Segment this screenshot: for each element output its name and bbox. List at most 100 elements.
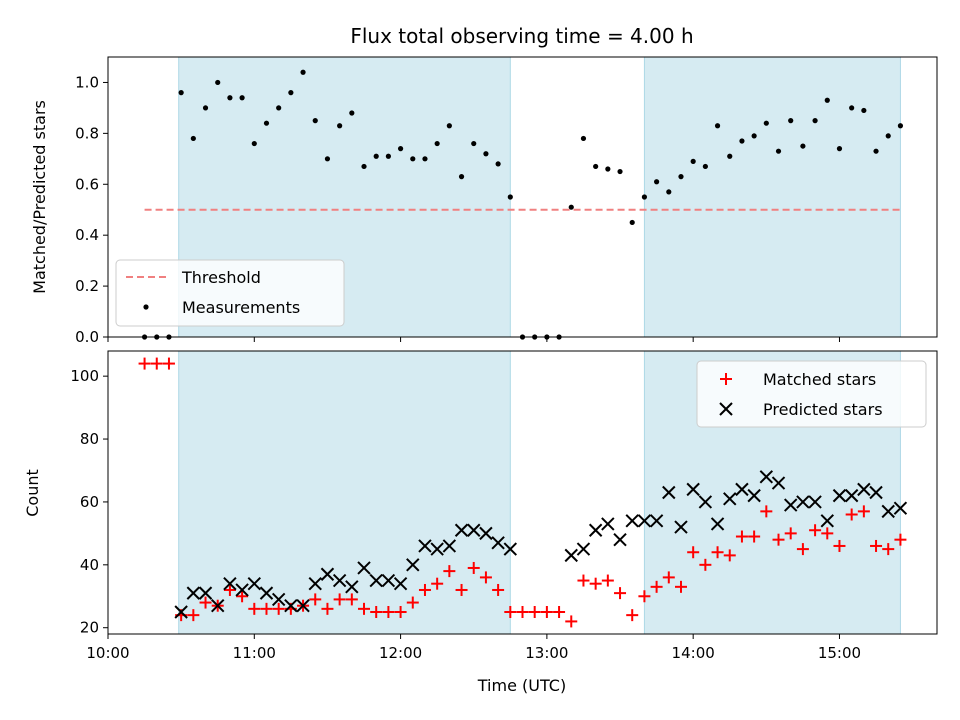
measurement-point <box>690 158 696 164</box>
count-y-tick-label: 20 <box>80 619 99 637</box>
matched-point <box>870 539 883 552</box>
matched-point <box>638 590 651 603</box>
predicted-point <box>832 488 847 503</box>
predicted-point-b <box>832 488 847 503</box>
measurement-point <box>361 163 367 170</box>
measurement-point <box>178 90 184 96</box>
predicted-point-b <box>759 470 774 484</box>
measurement-point <box>410 156 416 162</box>
measurement-point <box>885 133 891 139</box>
measurement-point <box>434 140 440 147</box>
matched-point <box>187 609 200 622</box>
predicted-point <box>844 488 859 503</box>
predicted-point-b <box>588 523 603 537</box>
matched-point <box>565 615 578 628</box>
measurement-point <box>775 148 782 154</box>
predicted-point-b <box>844 488 859 503</box>
matched-point <box>857 505 870 518</box>
predicted-point-b <box>747 488 761 503</box>
predicted-point <box>674 520 688 534</box>
matched-point <box>479 571 492 584</box>
measurement-point <box>800 143 806 149</box>
matched-point <box>223 583 236 596</box>
predicted-point <box>320 567 335 581</box>
predicted-point <box>637 514 652 528</box>
matched-point <box>358 602 371 615</box>
matched-point <box>418 583 431 596</box>
matched-point <box>150 357 163 370</box>
measurement-point <box>422 156 428 162</box>
measurement-point <box>593 163 599 170</box>
measurement-point <box>239 95 245 101</box>
matched-point <box>321 602 334 615</box>
matched-point <box>577 574 590 587</box>
predicted-point <box>198 586 213 600</box>
measurement-point <box>568 204 574 210</box>
predicted-point-b <box>662 485 676 500</box>
matched-point <box>162 357 175 370</box>
matched-point <box>333 593 346 606</box>
measurement-point <box>495 161 501 167</box>
measurement-point <box>739 138 745 144</box>
predicted-point-b <box>174 605 188 619</box>
measurement-point <box>215 79 221 86</box>
matched-point <box>833 539 846 552</box>
predicted-point-b <box>406 558 420 572</box>
count-axes-ticks: 20 40 60 80 100 10:00 11:00 12:00 13:00 14:00 15:0… <box>70 367 861 662</box>
matched-legend-swatch <box>720 373 732 385</box>
matched-point <box>467 561 480 574</box>
predicted-point <box>613 532 627 547</box>
measurement-point <box>836 146 843 152</box>
ratio-legend-box <box>115 259 345 327</box>
predicted-point <box>247 576 262 591</box>
predicted-point-b <box>211 598 225 613</box>
measurement-point <box>678 174 684 180</box>
matched-point <box>382 605 395 618</box>
measurement-point <box>458 174 465 180</box>
predicted-point-b <box>625 514 639 528</box>
predicted-point <box>747 488 761 503</box>
predicted-point-b <box>857 482 871 497</box>
measurement-point <box>300 69 306 75</box>
x-tick-label: 15:00 <box>818 644 861 662</box>
matched-point <box>443 565 456 578</box>
x-tick-label: 13:00 <box>525 644 568 662</box>
predicted-point <box>454 523 469 537</box>
count-y-tick-label: 60 <box>80 493 99 511</box>
matched-point <box>553 605 566 618</box>
measurement-point <box>824 97 830 103</box>
measurement-point <box>337 123 343 129</box>
predicted-point <box>686 482 700 497</box>
predicted-point-b <box>320 567 335 581</box>
matched-point <box>723 549 736 562</box>
predicted-point-b <box>381 573 396 588</box>
predicted-point-b <box>479 526 493 541</box>
predicted-point-b <box>308 576 322 591</box>
measurement-point <box>812 118 818 124</box>
predicted-point <box>869 485 883 500</box>
matched-point <box>662 571 675 584</box>
threshold-legend-label: Threshold <box>181 268 261 287</box>
ratio-y-tick-label: 0.2 <box>75 277 99 295</box>
measurement-point <box>349 110 355 116</box>
predicted-point <box>576 542 591 556</box>
measurement-point <box>605 166 611 172</box>
count-legend-box <box>696 360 927 428</box>
matched-point <box>796 543 809 556</box>
count-axes-frame <box>107 350 938 635</box>
predicted-point-b <box>235 583 249 597</box>
predicted-point-b <box>783 498 798 512</box>
predicted-point <box>332 573 347 588</box>
measurement-point <box>751 133 757 139</box>
predicted-point <box>235 583 249 597</box>
predicted-point <box>442 539 457 553</box>
ratio-panel: 0.0 0.2 0.4 0.6 0.8 1.0 Matched/Predicted sta… <box>30 56 938 346</box>
measurements-legend-label: Measurements <box>182 298 300 317</box>
measurement-point <box>873 148 879 154</box>
predicted-legend-swatch <box>719 402 733 416</box>
predicted-point <box>381 573 396 588</box>
count-y-tick-label: 40 <box>80 556 99 574</box>
matched-point <box>699 558 712 571</box>
measurement-point <box>507 194 513 200</box>
predicted-point-b <box>247 576 262 591</box>
